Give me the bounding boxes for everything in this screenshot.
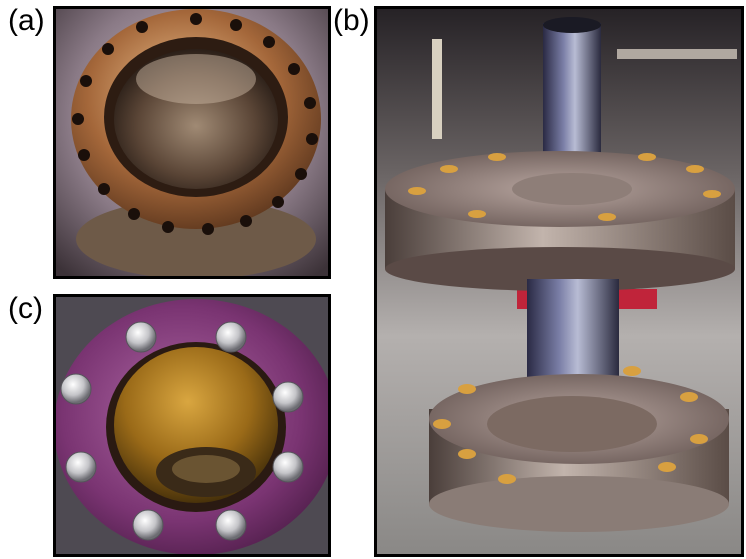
photo-c-viewport-flange	[53, 294, 331, 557]
panel-label-b: (b)	[333, 4, 370, 37]
photo-b-flanged-tube	[374, 6, 744, 557]
panel-label-a: (a)	[8, 4, 45, 37]
panel-label-c: (c)	[8, 292, 43, 325]
photo-a-vacuum-chamber	[53, 6, 331, 279]
